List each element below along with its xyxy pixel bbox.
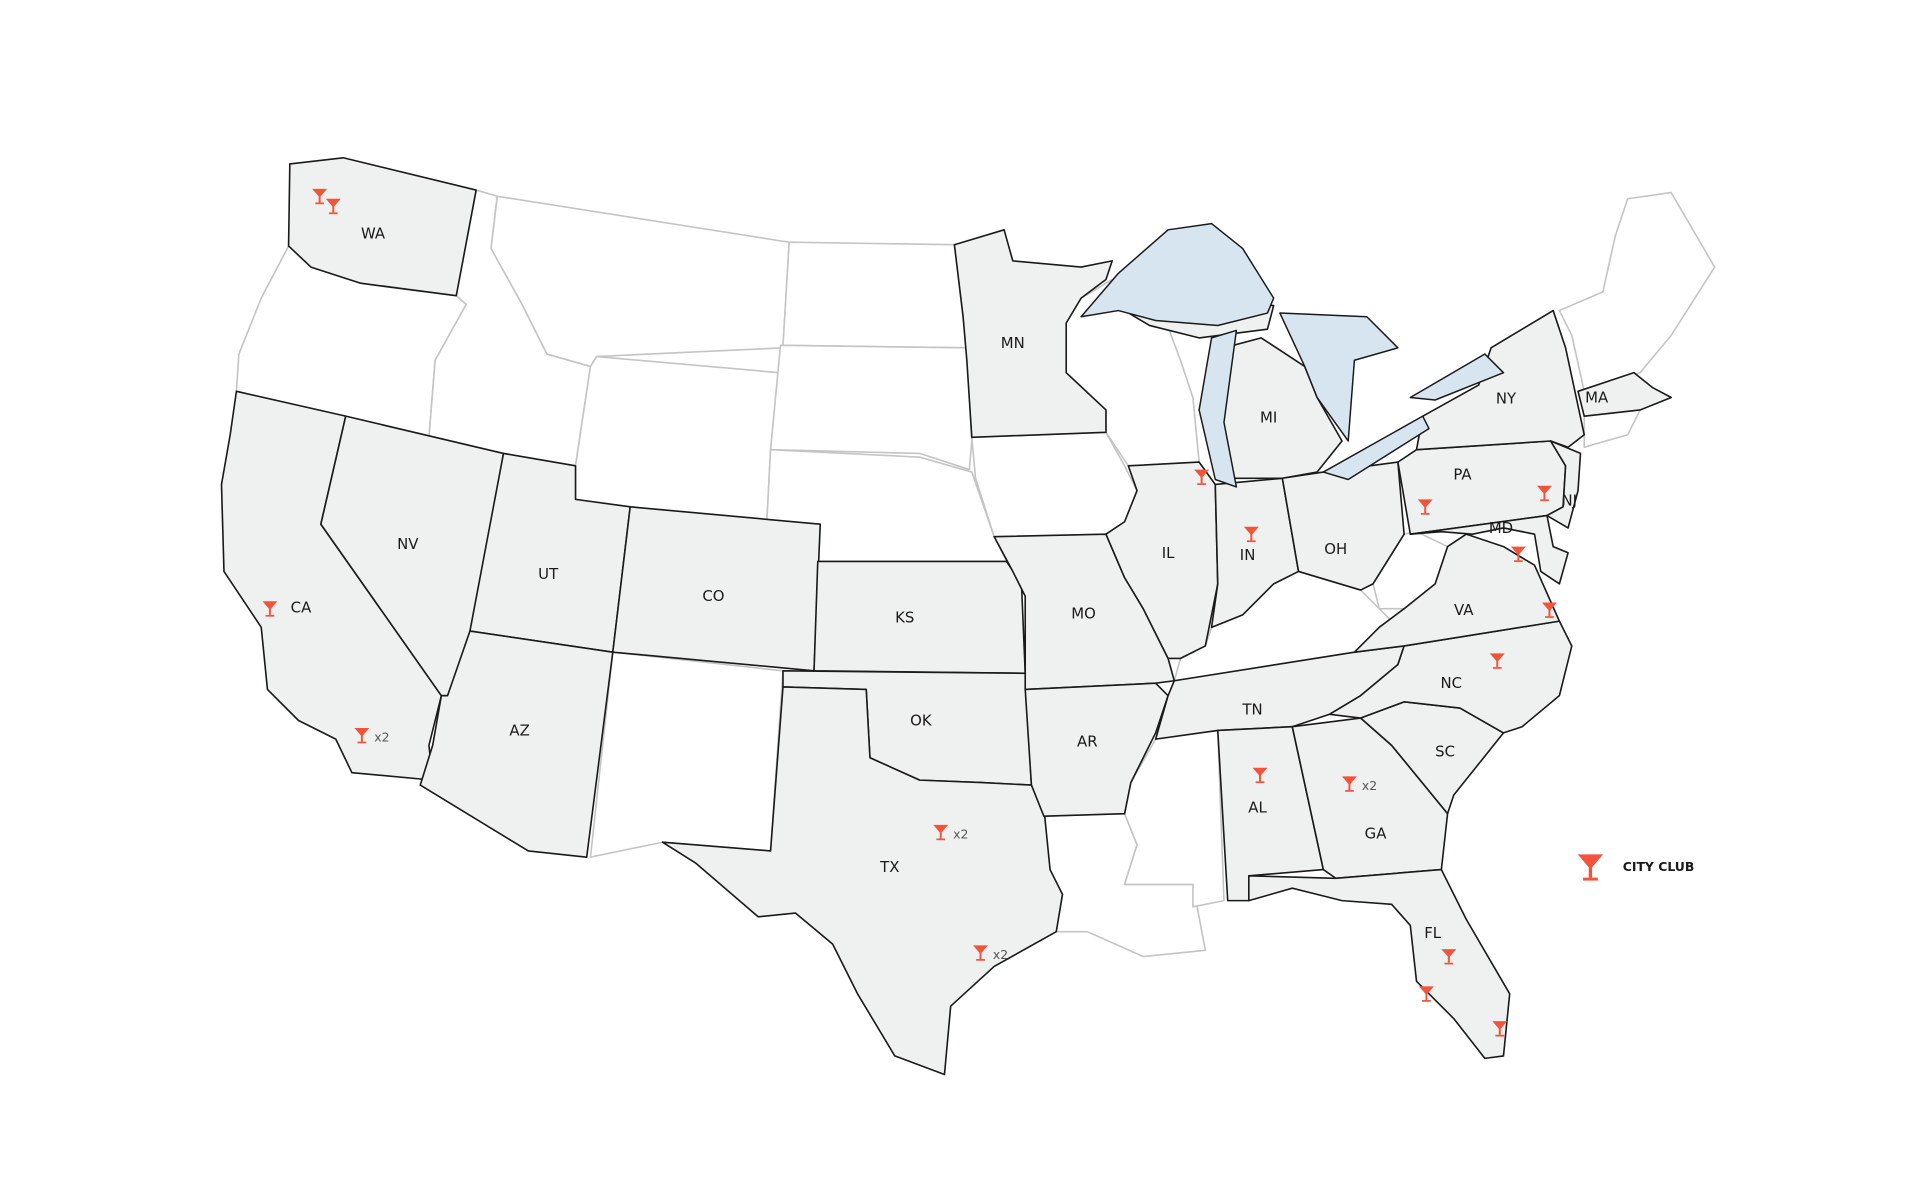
martini-glass-icon[interactable] (354, 727, 370, 744)
state-tx[interactable] (661, 686, 1064, 1076)
state-label-ut: UT (538, 565, 559, 583)
martini-glass-icon[interactable] (1341, 776, 1357, 792)
great-lakes (1080, 222, 1505, 488)
state-label-il: IL (1162, 544, 1175, 562)
state-md[interactable] (1409, 514, 1569, 585)
lake-huron (1279, 312, 1399, 442)
martini-glass-icon[interactable] (1489, 653, 1505, 669)
martini-glass-icon[interactable] (325, 198, 341, 215)
state-wy[interactable] (574, 355, 781, 523)
legend-label: CITY CLUB (1623, 859, 1695, 874)
state-nd[interactable] (782, 241, 968, 349)
martini-glass-icon[interactable] (933, 824, 949, 841)
state-label-md: MD (1489, 519, 1513, 537)
state-nj[interactable] (1546, 440, 1582, 529)
state-label-wa: WA (361, 225, 386, 243)
state-label-mn: MN (1001, 334, 1025, 352)
state-label-va: VA (1454, 601, 1474, 619)
state-label-sc: SC (1435, 743, 1455, 761)
martini-glass-icon[interactable] (1243, 526, 1259, 543)
martini-glass-icon[interactable] (1510, 546, 1526, 562)
state-label-ar: AR (1077, 733, 1098, 751)
state-nm[interactable] (589, 651, 784, 858)
marker-count: x2 (1362, 778, 1377, 793)
state-ar[interactable] (1024, 682, 1169, 817)
state-label-oh: OH (1324, 540, 1347, 558)
state-label-co: CO (702, 587, 724, 605)
martini-glass-icon[interactable] (1441, 949, 1457, 965)
martini-glass-icon[interactable] (312, 188, 328, 205)
state-label-in: IN (1240, 546, 1256, 564)
state-nc[interactable] (1328, 620, 1573, 734)
martini-glass-icon[interactable] (1492, 1021, 1508, 1037)
marker-count: x2 (953, 827, 968, 842)
martini-glass-icon[interactable] (1419, 986, 1434, 1002)
legend: CITY CLUB (1577, 854, 1695, 881)
state-label-ca: CA (291, 598, 312, 616)
state-ia[interactable] (970, 431, 1138, 538)
martini-glass-icon[interactable] (1417, 499, 1433, 515)
state-label-mi: MI (1260, 408, 1277, 426)
martini-glass-icon[interactable] (1537, 485, 1552, 502)
state-label-ks: KS (895, 608, 914, 626)
state-label-ny: NY (1496, 390, 1517, 408)
martini-glass-icon (1577, 854, 1604, 881)
state-label-tn: TN (1241, 700, 1262, 718)
state-mn[interactable] (953, 229, 1113, 439)
martini-glass-icon[interactable] (1194, 469, 1210, 485)
state-label-tx: TX (879, 858, 899, 876)
state-label-ga: GA (1365, 825, 1388, 843)
state-label-ma: MA (1585, 388, 1609, 406)
lake-superior (1080, 222, 1275, 327)
state-label-fl: FL (1424, 924, 1442, 942)
state-fl[interactable] (1248, 868, 1511, 1060)
state-new-england[interactable] (1558, 191, 1716, 393)
state-label-mo: MO (1071, 605, 1096, 623)
martini-glass-icon[interactable] (973, 945, 988, 961)
marker-count: x2 (374, 730, 389, 745)
state-ma[interactable] (1577, 371, 1672, 417)
marker-count: x2 (993, 947, 1008, 962)
state-ks[interactable] (813, 560, 1027, 675)
state-label-az: AZ (509, 721, 529, 739)
state-labels: WA CA NV UT AZ CO KS OK TX MN MO AR IL IN MI OH TN AL GA SC… (291, 225, 1609, 942)
martini-glass-icon[interactable] (1541, 602, 1557, 618)
state-wa[interactable] (287, 156, 477, 297)
state-label-al: AL (1248, 798, 1267, 816)
martini-glass-icon[interactable] (1252, 767, 1268, 784)
city-club-markers: x2 x2 x2 x2 (262, 188, 1557, 1037)
state-label-nc: NC (1441, 674, 1463, 692)
legend-martini-glass[interactable] (1577, 854, 1604, 881)
state-az[interactable] (419, 630, 614, 858)
state-label-ok: OK (910, 711, 933, 729)
state-label-nj: NJ (1562, 492, 1578, 510)
state-label-nv: NV (397, 535, 419, 553)
lake-erie (1322, 415, 1430, 481)
lake-michigan (1198, 329, 1238, 488)
martini-glass-icon[interactable] (262, 601, 278, 617)
state-label-pa: PA (1453, 466, 1472, 484)
highlighted-states (220, 156, 1672, 1076)
lake-ontario (1409, 353, 1505, 401)
